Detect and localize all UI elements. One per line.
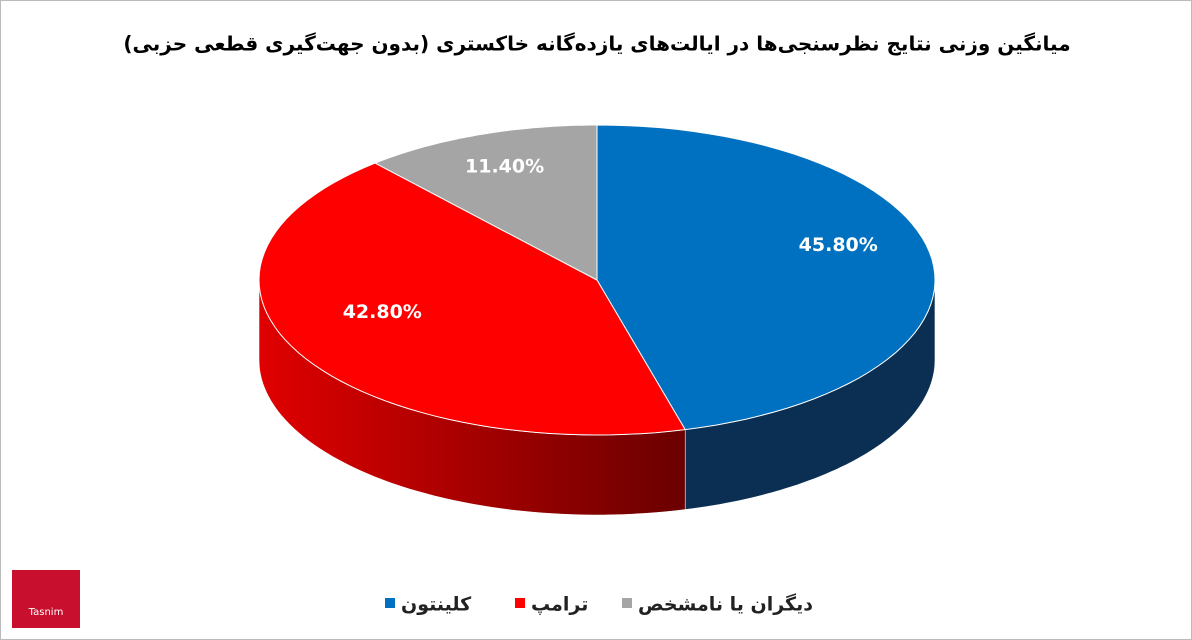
legend-label: کلینتون bbox=[401, 594, 472, 616]
data-label: 42.80% bbox=[343, 301, 422, 323]
legend-label: ترامپ bbox=[531, 594, 588, 616]
data-label: 45.80% bbox=[799, 234, 878, 256]
slice bbox=[373, 124, 598, 281]
data-label: 11.40% bbox=[465, 155, 544, 177]
legend-swatch bbox=[385, 598, 395, 608]
legend-label: دیگران یا نامشخص bbox=[638, 593, 813, 616]
legend-swatch bbox=[515, 598, 525, 608]
slice bbox=[258, 162, 687, 436]
slice bbox=[596, 124, 936, 431]
chart-title: میانگین وزنی نتایج نظرسنجی‌ها در ایالت‌ه… bbox=[123, 32, 1070, 56]
logo: Tasnim bbox=[12, 570, 80, 628]
legend-swatch bbox=[622, 598, 632, 608]
logo-text: Tasnim bbox=[28, 607, 64, 618]
logo-box bbox=[12, 570, 80, 628]
